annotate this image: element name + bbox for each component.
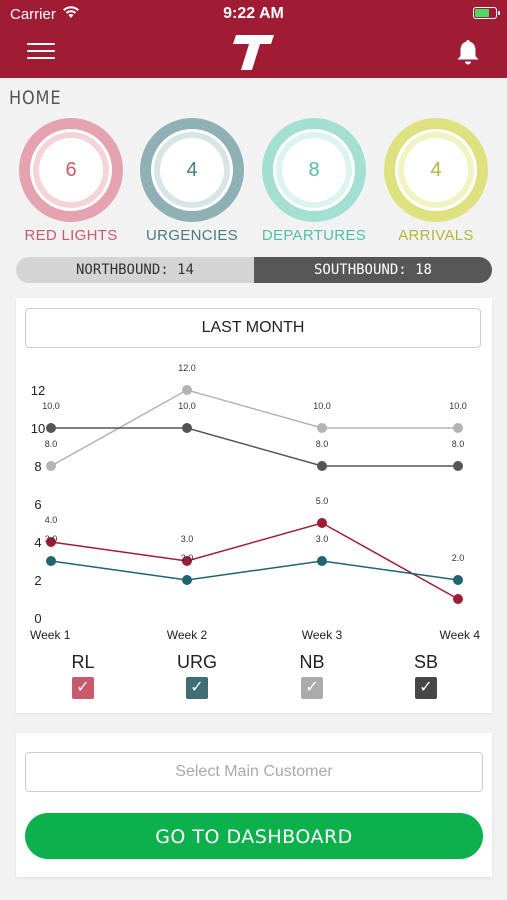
stat-ring: 4 — [139, 117, 245, 223]
data-label: 4.0 — [45, 515, 58, 525]
data-label: 10.0 — [42, 401, 60, 411]
x-tick-label: Week 3 — [302, 628, 343, 642]
x-tick-label: Week 1 — [30, 628, 71, 642]
go-to-dashboard-button[interactable]: GO TO DASHBOARD — [25, 813, 483, 859]
data-point — [46, 423, 56, 433]
ring-graphic — [140, 118, 244, 222]
page-title: HOME — [9, 87, 62, 109]
ring-graphic — [262, 118, 366, 222]
wifi-icon — [63, 6, 79, 18]
y-tick-label: 8 — [34, 459, 41, 474]
southbound-segment[interactable]: SOUTHBOUND: 18 — [254, 257, 492, 283]
stat-urgencies[interactable]: 4 URGENCIES — [137, 117, 247, 244]
checkbox-icon[interactable]: ✓ — [186, 677, 208, 699]
data-label: 5.0 — [316, 496, 329, 506]
y-tick-label: 10 — [31, 421, 45, 436]
series-line-sb — [51, 427, 458, 467]
data-point — [317, 518, 327, 528]
legend-label: URG — [177, 652, 217, 672]
data-point — [182, 556, 192, 566]
data-label: 10.0 — [178, 401, 196, 411]
checkbox-icon[interactable]: ✓ — [301, 677, 323, 699]
northbound-segment[interactable]: NORTHBOUND: 14 — [16, 257, 254, 283]
app-header: Carrier 9:22 AM — [0, 0, 507, 78]
data-point — [46, 461, 56, 471]
x-tick-label: Week 4 — [440, 628, 481, 642]
data-label: 2.0 — [452, 553, 465, 563]
stat-ring: 8 — [261, 117, 367, 223]
legend-item-nb[interactable]: NB ✓ — [282, 652, 342, 699]
data-point — [317, 556, 327, 566]
stat-ring: 6 — [18, 117, 124, 223]
stat-label: URGENCIES — [146, 227, 238, 244]
legend-item-sb[interactable]: SB ✓ — [396, 652, 456, 699]
stat-value: 4 — [430, 159, 442, 181]
legend-label: RL — [71, 652, 95, 672]
legend-label: NB — [299, 652, 325, 672]
data-label: 8.0 — [452, 439, 465, 449]
data-label: 3.0 — [316, 534, 329, 544]
stat-red-lights[interactable]: 6 RED LIGHTS — [16, 117, 126, 244]
data-label: 2.0 — [181, 553, 194, 563]
legend-item-urg[interactable]: URG ✓ — [167, 652, 227, 699]
data-point — [46, 556, 56, 566]
ring-graphic — [19, 118, 123, 222]
chart-card: LAST MONTH 0 2 4 6 8 10 12 Week 1 Week 2 Week 3 We… — [16, 298, 492, 713]
legend-label: SB — [413, 652, 438, 672]
x-tick-label: Week 2 — [167, 628, 208, 642]
stat-label: DEPARTURES — [261, 227, 367, 244]
legend-item-rl[interactable]: RL ✓ — [53, 652, 113, 699]
stat-ring: 4 — [383, 117, 489, 223]
data-point — [453, 423, 463, 433]
series-line-urg — [50, 560, 459, 581]
status-bar: Carrier 9:22 AM — [0, 0, 507, 28]
hamburger-icon[interactable] — [27, 43, 55, 61]
data-label: 12.0 — [178, 363, 196, 373]
stat-arrivals[interactable]: 4 ARRIVALS — [381, 117, 491, 244]
checkbox-icon[interactable]: ✓ — [415, 677, 437, 699]
line-chart: 0 2 4 6 8 10 12 Week 1 Week 2 Week 3 Week 4 8.0 12.0… — [30, 363, 481, 642]
y-tick-label: 2 — [34, 573, 41, 588]
y-tick-label: 4 — [34, 535, 41, 550]
customer-select[interactable] — [25, 752, 483, 792]
direction-toggle: NORTHBOUND: 14 SOUTHBOUND: 18 — [16, 257, 492, 283]
data-point — [453, 461, 463, 471]
stat-label: RED LIGHTS — [24, 227, 118, 244]
data-label: 8.0 — [316, 439, 329, 449]
checkbox-icon[interactable]: ✓ — [72, 677, 94, 699]
carrier-label: Carrier — [10, 6, 56, 23]
data-label: 3.0 — [181, 534, 194, 544]
data-label: 8.0 — [45, 439, 58, 449]
data-point — [317, 423, 327, 433]
stat-value: 4 — [186, 159, 198, 181]
stat-label: ARRIVALS — [398, 227, 474, 244]
period-selector[interactable]: LAST MONTH — [25, 308, 481, 348]
data-point — [46, 537, 56, 547]
y-tick-label: 6 — [34, 497, 41, 512]
data-label: 10.0 — [313, 401, 331, 411]
data-point — [182, 385, 192, 395]
y-tick-label: 0 — [34, 611, 41, 626]
customer-card: GO TO DASHBOARD — [16, 733, 492, 877]
stat-value: 8 — [308, 159, 320, 181]
battery-icon — [473, 7, 500, 19]
stat-value: 6 — [65, 159, 77, 181]
ring-graphic — [384, 118, 488, 222]
y-tick-label: 12 — [31, 383, 45, 398]
data-point — [182, 423, 192, 433]
data-label: 10.0 — [449, 401, 467, 411]
bell-icon[interactable] — [455, 38, 481, 66]
data-point — [453, 594, 463, 604]
data-point — [317, 461, 327, 471]
series-line-rl — [50, 522, 459, 600]
data-point — [453, 575, 463, 585]
data-point — [182, 575, 192, 585]
stat-departures[interactable]: 8 DEPARTURES — [259, 117, 369, 244]
t-logo-icon[interactable] — [230, 33, 276, 71]
data-label: 3.0 — [45, 534, 58, 544]
clock: 9:22 AM — [223, 5, 284, 22]
